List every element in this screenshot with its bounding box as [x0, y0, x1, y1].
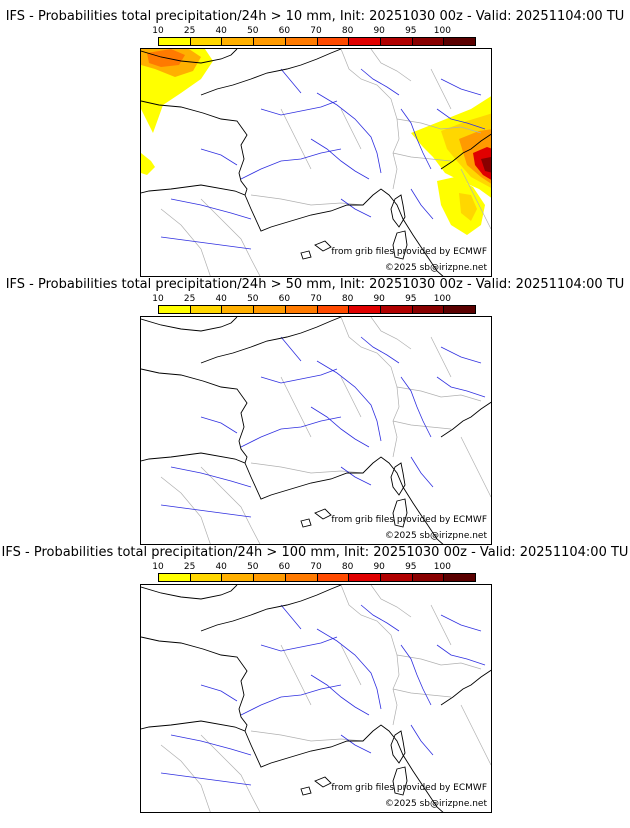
precip-area-bay-west: [141, 153, 155, 175]
probability-colorbar: [158, 37, 476, 46]
colorbar-swatch: [412, 574, 445, 581]
precip-area-alps-east: [481, 157, 491, 173]
scale-label: 100: [433, 562, 451, 572]
probability-scale: 10 25 40 50 60 70 80 90 95 100: [152, 294, 476, 316]
scale-label: 70: [310, 294, 322, 304]
colorbar-swatch: [380, 38, 413, 45]
scale-label: 70: [310, 562, 322, 572]
colorbar-swatch: [254, 574, 286, 581]
probability-scale: 10 25 40 50 60 70 80 90 95 100: [152, 562, 476, 584]
probability-colorbar: [158, 573, 476, 582]
colorbar-swatch: [222, 574, 255, 581]
scale-label: 25: [183, 26, 196, 36]
source-credit: from grib files provided by ECMWF: [331, 515, 487, 525]
scale-label: 10: [152, 26, 164, 36]
colorbar-swatch: [444, 306, 476, 313]
copyright-credit: ©2025 sb@irizpne.net: [384, 531, 487, 541]
colorbar-swatch: [222, 38, 255, 45]
colorbar-swatch: [349, 38, 381, 45]
colorbar-swatch: [254, 306, 286, 313]
scale-label: 25: [183, 294, 196, 304]
scale-label: 10: [152, 294, 164, 304]
map-canvas: [141, 317, 491, 544]
colorbar-swatch: [285, 38, 318, 45]
colorbar-swatch: [190, 38, 223, 45]
scale-label: 95: [405, 562, 417, 572]
scale-label: 100: [433, 26, 451, 36]
scale-label: 40: [215, 562, 227, 572]
probability-scale: 10 25 40 50 60 70 80 90 95 100: [152, 26, 476, 48]
precip-map: from grib files provided by ECMWF ©2025 s…: [140, 584, 492, 813]
scale-label: 70: [310, 26, 322, 36]
copyright-credit: ©2025 sb@irizpne.net: [384, 263, 487, 273]
precip-panel-10mm: IFS - Probabilities total precipitation/…: [0, 0, 630, 277]
precip-area-alps-east: [473, 147, 491, 180]
map-canvas: [141, 49, 491, 276]
scale-label: 80: [341, 26, 354, 36]
colorbar-swatch: [412, 306, 445, 313]
scale-label: 90: [373, 562, 385, 572]
map-canvas: [141, 585, 491, 812]
scale-label: 50: [247, 26, 259, 36]
scale-label: 90: [373, 294, 385, 304]
precip-panel-50mm: IFS - Probabilities total precipitation/…: [0, 268, 630, 545]
panel-title: IFS - Probabilities total precipitation/…: [5, 9, 625, 24]
colorbar-swatch: [317, 306, 350, 313]
colorbar-swatch: [190, 574, 223, 581]
colorbar-swatch: [285, 574, 318, 581]
source-credit: from grib files provided by ECMWF: [331, 783, 487, 793]
colorbar-swatch: [317, 38, 350, 45]
colorbar-swatch: [190, 306, 223, 313]
scale-label: 10: [152, 562, 164, 572]
colorbar-swatch: [159, 574, 191, 581]
panel-title: IFS - Probabilities total precipitation/…: [5, 277, 625, 292]
colorbar-swatch: [349, 306, 381, 313]
colorbar-swatch: [444, 38, 476, 45]
scale-label: 40: [215, 26, 227, 36]
precip-area-adriatic-north: [459, 193, 477, 221]
colorbar-swatch: [349, 574, 381, 581]
probability-colorbar: [158, 305, 476, 314]
scale-label: 60: [278, 562, 291, 572]
scale-label: 95: [405, 294, 417, 304]
scale-label: 60: [278, 294, 291, 304]
colorbar-swatch: [254, 38, 286, 45]
colorbar-swatch: [222, 306, 255, 313]
panel-title: IFS - Probabilities total precipitation/…: [1, 545, 629, 560]
colorbar-swatch: [380, 306, 413, 313]
colorbar-swatch: [159, 38, 191, 45]
scale-label: 100: [433, 294, 451, 304]
scale-labels: 10 25 40 50 60 70 80 90 95 100: [152, 26, 476, 36]
scale-label: 95: [405, 26, 417, 36]
scale-labels: 10 25 40 50 60 70 80 90 95 100: [152, 294, 476, 304]
source-credit: from grib files provided by ECMWF: [331, 247, 487, 257]
colorbar-swatch: [444, 574, 476, 581]
copyright-credit: ©2025 sb@irizpne.net: [384, 799, 487, 809]
scale-label: 80: [341, 294, 354, 304]
scale-label: 60: [278, 26, 291, 36]
colorbar-swatch: [285, 306, 318, 313]
colorbar-swatch: [317, 574, 350, 581]
scale-label: 90: [373, 26, 385, 36]
colorbar-swatch: [412, 38, 445, 45]
scale-label: 50: [247, 562, 259, 572]
colorbar-swatch: [159, 306, 191, 313]
precip-map: from grib files provided by ECMWF ©2025 s…: [140, 48, 492, 277]
colorbar-swatch: [380, 574, 413, 581]
scale-labels: 10 25 40 50 60 70 80 90 95 100: [152, 562, 476, 572]
scale-label: 25: [183, 562, 196, 572]
precip-map: from grib files provided by ECMWF ©2025 s…: [140, 316, 492, 545]
scale-label: 50: [247, 294, 259, 304]
scale-label: 80: [341, 562, 354, 572]
precip-panel-100mm: IFS - Probabilities total precipitation/…: [0, 536, 630, 813]
scale-label: 40: [215, 294, 227, 304]
